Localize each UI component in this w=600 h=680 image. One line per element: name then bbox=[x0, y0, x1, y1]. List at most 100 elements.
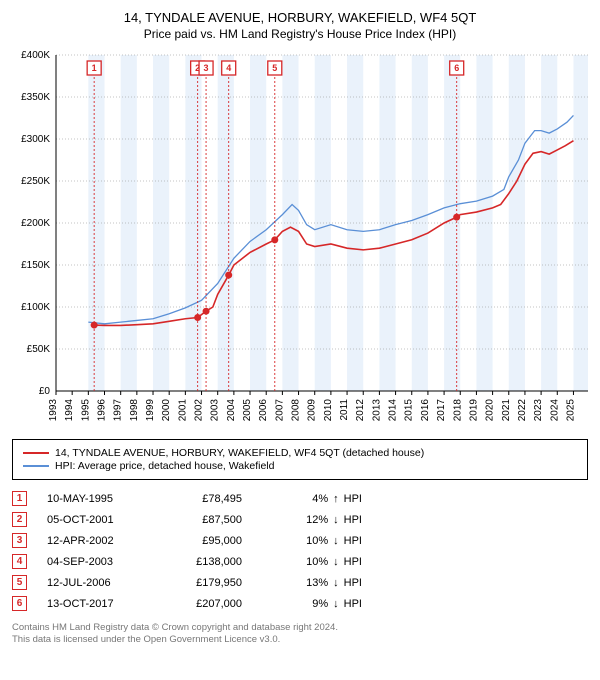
tx-row-marker: 6 bbox=[12, 596, 27, 611]
tx-dot bbox=[91, 322, 98, 329]
x-tick-label: 2013 bbox=[371, 399, 382, 422]
year-band bbox=[509, 55, 525, 391]
year-band bbox=[476, 55, 492, 391]
tx-dot bbox=[194, 314, 201, 321]
tx-price: £179,950 bbox=[162, 577, 242, 589]
x-tick-label: 2003 bbox=[210, 399, 221, 422]
year-band bbox=[218, 55, 234, 391]
x-tick-label: 2023 bbox=[533, 399, 544, 422]
y-tick-label: £250K bbox=[21, 176, 50, 187]
x-tick-label: 2025 bbox=[565, 399, 576, 422]
x-tick-label: 1993 bbox=[48, 399, 59, 422]
tx-marker-number: 3 bbox=[204, 63, 209, 73]
chart-title: 14, TYNDALE AVENUE, HORBURY, WAKEFIELD, … bbox=[8, 10, 592, 25]
x-tick-label: 1996 bbox=[97, 399, 108, 422]
legend-swatch bbox=[23, 465, 49, 467]
x-tick-label: 2001 bbox=[177, 399, 188, 422]
x-tick-label: 1998 bbox=[129, 399, 140, 422]
x-tick-label: 2014 bbox=[388, 399, 399, 422]
tx-row-marker: 3 bbox=[12, 533, 27, 548]
tx-row-marker: 1 bbox=[12, 491, 27, 506]
arrow-icon: ↓ bbox=[333, 598, 339, 610]
tx-hpi: 12%↓HPI bbox=[262, 514, 362, 526]
legend-label: 14, TYNDALE AVENUE, HORBURY, WAKEFIELD, … bbox=[55, 447, 424, 459]
x-tick-label: 2017 bbox=[436, 399, 447, 422]
transaction-table: 110-MAY-1995£78,4954%↑HPI205-OCT-2001£87… bbox=[12, 488, 588, 614]
x-tick-label: 2010 bbox=[323, 399, 334, 422]
arrow-icon: ↓ bbox=[333, 535, 339, 547]
year-band bbox=[185, 55, 201, 391]
tx-price: £95,000 bbox=[162, 535, 242, 547]
y-tick-label: £300K bbox=[21, 134, 50, 145]
tx-dot bbox=[271, 236, 278, 243]
tx-marker-number: 4 bbox=[226, 63, 231, 73]
tx-price: £78,495 bbox=[162, 493, 242, 505]
year-band bbox=[88, 55, 104, 391]
table-row: 1 10-MAY-1995 £78,495 4%↑HPI bbox=[12, 488, 588, 509]
table-row: 4 04-SEP-2003 £138,000 10%↓HPI bbox=[12, 551, 588, 572]
y-tick-label: £0 bbox=[39, 386, 51, 397]
y-tick-label: £200K bbox=[21, 218, 50, 229]
chart: £0 £50K £100K £150K £200K £250K £300K £350K £400… bbox=[8, 49, 592, 429]
year-band bbox=[347, 55, 363, 391]
x-tick-label: 1994 bbox=[64, 399, 75, 422]
x-tick-label: 2008 bbox=[291, 399, 302, 422]
tx-dot bbox=[225, 272, 232, 279]
footer-attribution: Contains HM Land Registry data © Crown c… bbox=[12, 622, 588, 647]
x-tick-label: 2020 bbox=[485, 399, 496, 422]
x-tick-label: 1999 bbox=[145, 399, 156, 422]
table-row: 6 13-OCT-2017 £207,000 9%↓HPI bbox=[12, 593, 588, 614]
x-tick-label: 2009 bbox=[307, 399, 318, 422]
tx-price: £138,000 bbox=[162, 556, 242, 568]
footer-line-1: Contains HM Land Registry data © Crown c… bbox=[12, 622, 588, 634]
year-band bbox=[379, 55, 395, 391]
y-tick-label: £400K bbox=[21, 50, 50, 61]
x-tick-label: 2019 bbox=[468, 399, 479, 422]
x-tick-label: 2015 bbox=[404, 399, 415, 422]
x-tick-label: 2007 bbox=[274, 399, 285, 422]
tx-price: £87,500 bbox=[162, 514, 242, 526]
arrow-icon: ↓ bbox=[333, 577, 339, 589]
legend-swatch bbox=[23, 452, 49, 454]
x-tick-label: 2016 bbox=[420, 399, 431, 422]
tx-date: 10-MAY-1995 bbox=[47, 493, 142, 505]
x-tick-label: 2005 bbox=[242, 399, 253, 422]
x-tick-label: 2012 bbox=[355, 399, 366, 422]
table-row: 205-OCT-2001£87,50012%↓HPI bbox=[12, 509, 588, 530]
x-tick-label: 2000 bbox=[161, 399, 172, 422]
arrow-icon: ↑ bbox=[333, 493, 339, 505]
tx-dot bbox=[453, 214, 460, 221]
tx-marker-number: 6 bbox=[454, 63, 459, 73]
tx-hpi: 4%↑HPI bbox=[262, 493, 362, 505]
tx-date: 12-APR-2002 bbox=[47, 535, 142, 547]
tx-marker-number: 5 bbox=[272, 63, 277, 73]
tx-dot bbox=[203, 308, 210, 315]
arrow-icon: ↓ bbox=[333, 514, 339, 526]
tx-price: £207,000 bbox=[162, 598, 242, 610]
tx-hpi: 13%↓HPI bbox=[262, 577, 362, 589]
legend-item: 14, TYNDALE AVENUE, HORBURY, WAKEFIELD, … bbox=[23, 447, 577, 459]
tx-date: 04-SEP-2003 bbox=[47, 556, 142, 568]
x-tick-label: 2018 bbox=[452, 399, 463, 422]
tx-date: 13-OCT-2017 bbox=[47, 598, 142, 610]
chart-svg: £0 £50K £100K £150K £200K £250K £300K £350K £400… bbox=[8, 49, 592, 429]
tx-hpi: 10%↓HPI bbox=[262, 556, 362, 568]
y-tick-label: £350K bbox=[21, 92, 50, 103]
legend-label: HPI: Average price, detached house, Wake… bbox=[55, 460, 274, 472]
y-tick-label: £50K bbox=[27, 344, 51, 355]
tx-hpi: 9%↓HPI bbox=[262, 598, 362, 610]
x-tick-label: 2011 bbox=[339, 399, 350, 421]
x-tick-label: 1997 bbox=[113, 399, 124, 422]
legend-item: HPI: Average price, detached house, Wake… bbox=[23, 460, 577, 472]
tx-date: 05-OCT-2001 bbox=[47, 514, 142, 526]
x-tick-label: 2004 bbox=[226, 399, 237, 422]
tx-date: 12-JUL-2006 bbox=[47, 577, 142, 589]
tx-row-marker: 5 bbox=[12, 575, 27, 590]
arrow-icon: ↓ bbox=[333, 556, 339, 568]
legend: 14, TYNDALE AVENUE, HORBURY, WAKEFIELD, … bbox=[12, 439, 588, 480]
y-tick-label: £100K bbox=[21, 302, 50, 313]
x-tick-label: 2024 bbox=[549, 399, 560, 422]
footer-line-2: This data is licensed under the Open Gov… bbox=[12, 634, 588, 646]
y-tick-label: £150K bbox=[21, 260, 50, 271]
tx-row-marker: 4 bbox=[12, 554, 27, 569]
